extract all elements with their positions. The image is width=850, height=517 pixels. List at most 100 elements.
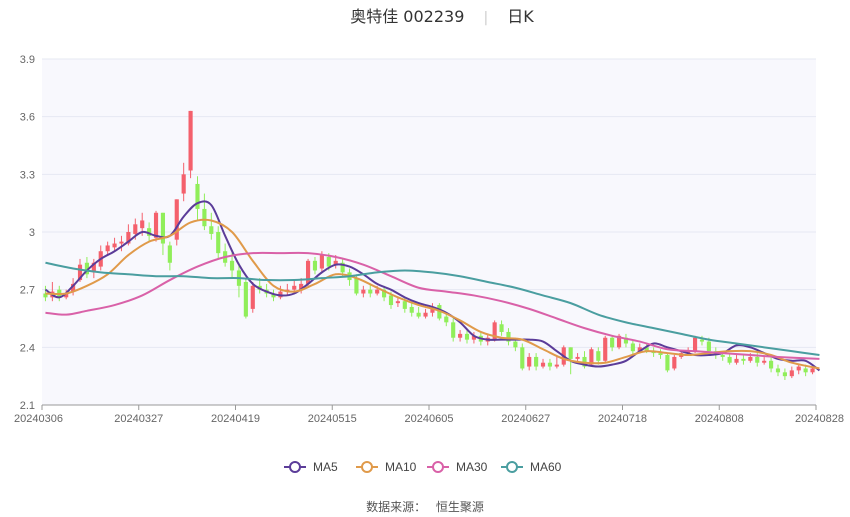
candle-body xyxy=(395,301,400,304)
x-tick-label: 20240515 xyxy=(308,413,357,425)
candle xyxy=(271,289,276,302)
candle-body xyxy=(292,285,297,290)
candle-body xyxy=(630,343,635,352)
candle-body xyxy=(492,322,497,340)
candle-body xyxy=(77,264,83,281)
candle-body xyxy=(43,293,48,298)
legend-item-ma30[interactable]: MA30 xyxy=(427,460,488,474)
candle-body xyxy=(451,322,456,338)
candle xyxy=(119,235,124,252)
candle-body xyxy=(506,331,511,342)
moving-average-lines xyxy=(44,200,821,372)
candle-body xyxy=(140,220,145,229)
candle xyxy=(665,353,670,373)
candle xyxy=(91,258,96,279)
data-source: 数据来源： 恒生聚源 xyxy=(366,499,484,514)
legend-marker-ma60 xyxy=(506,461,518,473)
candle-body xyxy=(616,335,622,348)
candle-body xyxy=(368,289,373,294)
candle xyxy=(444,312,449,327)
candle-body xyxy=(741,358,746,361)
data-source-label: 数据来源： xyxy=(366,499,426,514)
candle-body xyxy=(243,281,248,317)
candle-body xyxy=(375,289,380,294)
candle xyxy=(534,353,539,371)
x-axis-ticks: 20240306 20240327 20240419 20240515 20240605… xyxy=(14,405,844,425)
candle xyxy=(540,358,546,369)
candle xyxy=(243,278,248,319)
candle-body xyxy=(568,347,573,359)
candle-body xyxy=(305,260,311,284)
candle-body xyxy=(119,241,124,244)
candle xyxy=(630,339,635,356)
x-tick-label: 20240718 xyxy=(598,413,647,425)
legend-item-ma10[interactable]: MA10 xyxy=(356,460,417,474)
candle xyxy=(554,356,559,369)
candle-body xyxy=(520,347,525,369)
candle-body xyxy=(762,360,767,363)
candle-body xyxy=(326,256,331,267)
candle-body xyxy=(540,362,546,367)
candle xyxy=(596,347,601,365)
chart-title-stock: 奥特佳 002239 xyxy=(350,7,464,26)
candle xyxy=(762,356,767,365)
candle-body xyxy=(589,349,594,365)
title-separator: | xyxy=(483,10,488,26)
candle-body xyxy=(64,293,69,298)
candle-body xyxy=(637,347,642,352)
candle xyxy=(775,364,781,377)
candle-body xyxy=(319,255,324,269)
candle xyxy=(361,285,366,298)
candle xyxy=(181,162,186,202)
y-tick-label: 3 xyxy=(29,227,35,239)
candle xyxy=(105,241,110,256)
legend-marker-ma10 xyxy=(361,461,373,473)
candle-body xyxy=(782,372,787,377)
candle xyxy=(547,358,553,371)
candle xyxy=(610,335,615,352)
candle-body xyxy=(534,356,539,367)
candle-body xyxy=(333,260,338,265)
candle-body xyxy=(209,226,214,234)
candle xyxy=(458,330,463,342)
candle-body xyxy=(527,356,532,367)
legend-item-ma60[interactable]: MA60 xyxy=(501,460,562,474)
candle xyxy=(464,330,470,344)
candle-body xyxy=(423,312,428,317)
candle-body xyxy=(402,301,407,309)
candle xyxy=(84,256,89,279)
candle-body xyxy=(623,337,629,344)
candle xyxy=(796,364,801,375)
x-tick-label: 20240605 xyxy=(405,413,454,425)
candle-body xyxy=(734,358,739,363)
candle-body xyxy=(789,370,794,377)
candle xyxy=(499,320,504,336)
candle-body xyxy=(153,212,159,238)
candle-body xyxy=(686,351,691,354)
candle xyxy=(451,318,456,342)
y-tick-label: 2.7 xyxy=(20,285,35,297)
x-tick-label: 20240306 xyxy=(14,413,63,425)
candle xyxy=(623,333,629,348)
candle-body xyxy=(188,110,193,171)
candle-body xyxy=(299,283,304,290)
x-tick-label: 20240828 xyxy=(795,413,844,425)
ma-line-ma30 xyxy=(45,251,820,360)
candle-body xyxy=(91,262,96,273)
candle xyxy=(174,199,179,246)
candle xyxy=(216,226,221,259)
candle-body xyxy=(271,293,276,298)
candle-body xyxy=(727,356,732,363)
candle-body xyxy=(112,243,117,248)
candle xyxy=(112,237,117,252)
candle xyxy=(209,212,214,240)
candle xyxy=(167,241,172,271)
candle-body xyxy=(430,306,435,313)
legend-item-ma5[interactable]: MA5 xyxy=(284,460,338,474)
candle xyxy=(520,343,525,371)
candle-body xyxy=(596,351,601,361)
candle xyxy=(741,355,746,365)
chart-legend: MA5 MA10 MA30 MA60 xyxy=(284,460,562,474)
data-source-name: 恒生聚源 xyxy=(436,500,484,514)
candle-body xyxy=(458,333,463,338)
